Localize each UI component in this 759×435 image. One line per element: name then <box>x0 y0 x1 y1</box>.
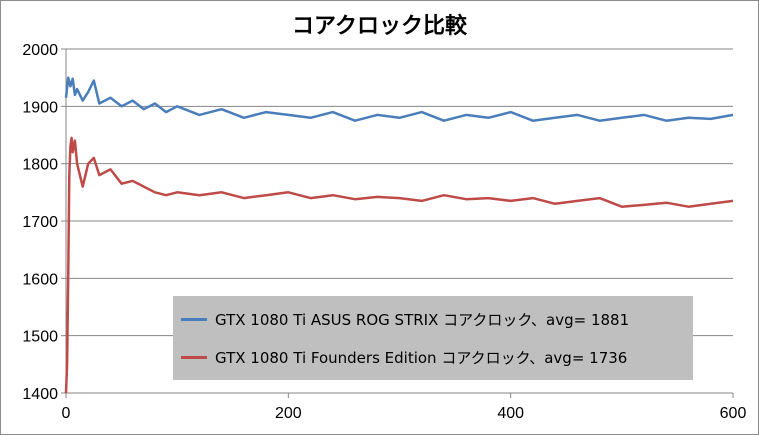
axes <box>61 48 734 398</box>
legend: GTX 1080 Ti ASUS ROG STRIX コアクロック、avg= 1… <box>173 296 693 380</box>
y-tick-label-2000: 2000 <box>22 42 58 59</box>
series-line-0 <box>64 76 734 122</box>
x-tick-label-600: 600 <box>720 405 747 422</box>
legend-label-founders: GTX 1080 Ti Founders Edition コアクロック、avg=… <box>215 348 628 367</box>
legend-label-asus: GTX 1080 Ti ASUS ROG STRIX コアクロック、avg= 1… <box>215 310 630 329</box>
tick-labels: 1400 1500 1600 1700 1800 1900 2000 0 200 400 600 <box>22 42 746 422</box>
y-tick-label-1700: 1700 <box>22 214 58 231</box>
y-tick-label-1600: 1600 <box>22 271 58 288</box>
x-tick-label-0: 0 <box>62 405 71 422</box>
series-lines <box>64 76 734 394</box>
y-tick-label-1500: 1500 <box>22 329 58 346</box>
legend-swatch-founders <box>181 355 207 359</box>
legend-item-founders: GTX 1080 Ti Founders Edition コアクロック、avg=… <box>181 342 627 372</box>
y-tick-label-1400: 1400 <box>22 386 58 403</box>
gridlines <box>66 48 733 337</box>
series-line-1 <box>64 136 734 394</box>
x-tick-label-400: 400 <box>497 405 524 422</box>
y-tick-label-1900: 1900 <box>22 99 58 116</box>
legend-swatch-asus <box>181 317 207 321</box>
y-tick-label-1800: 1800 <box>22 157 58 174</box>
x-tick-label-200: 200 <box>275 405 302 422</box>
legend-item-asus: GTX 1080 Ti ASUS ROG STRIX コアクロック、avg= 1… <box>181 304 629 334</box>
chart-title: コアクロック比較 <box>292 14 467 39</box>
